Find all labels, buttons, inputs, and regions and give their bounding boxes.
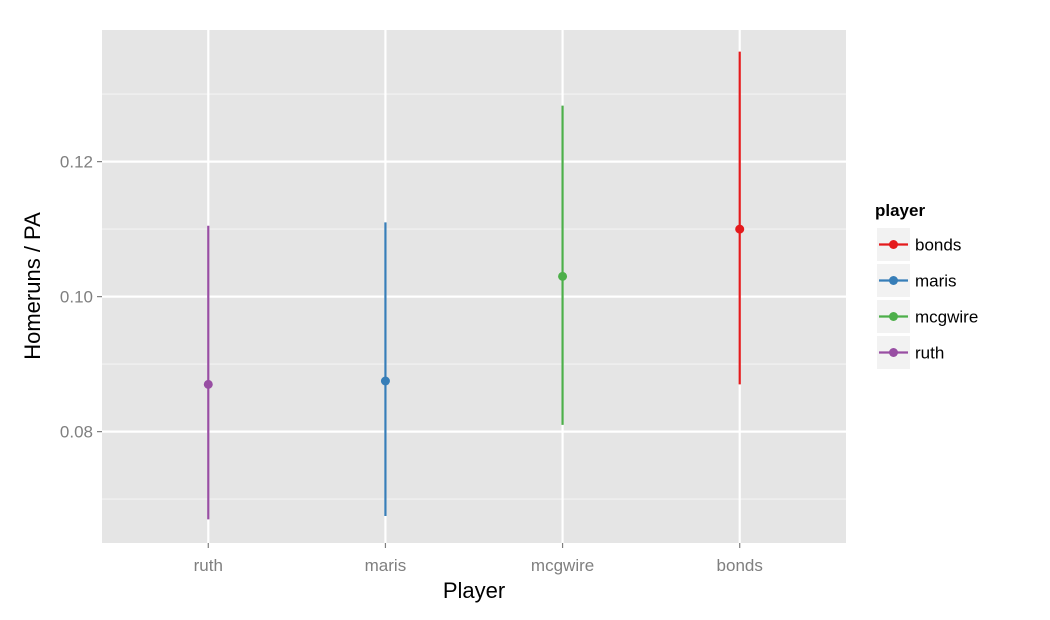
point-maris [380,376,390,386]
legend: player bonds maris mcgwire ruth [875,201,978,369]
plot-panel [102,30,846,543]
legend-label-ruth: ruth [915,344,944,363]
legend-point-bonds [889,240,898,249]
point-mcgwire [558,271,568,281]
data-marks [203,51,745,520]
x-axis-title: Player [443,578,505,603]
x-tick-label: mcgwire [531,556,594,575]
point-ruth [203,379,213,389]
y-tick-label: 0.08 [60,423,93,442]
x-tick-label: maris [365,556,407,575]
legend-point-ruth [889,348,898,357]
legend-label-mcgwire: mcgwire [915,308,978,327]
y-axis-title: Homeruns / PA [20,212,45,360]
legend-point-maris [889,276,898,285]
legend-entries: bonds maris mcgwire ruth [877,228,978,369]
legend-label-bonds: bonds [915,236,961,255]
y-tick-label: 0.10 [60,288,93,307]
y-axis-ticks: 0.08 0.10 0.12 [60,153,102,442]
legend-point-mcgwire [889,312,898,321]
x-axis-ticks: ruth maris mcgwire bonds [194,543,763,575]
legend-title: player [875,201,925,220]
x-tick-label: ruth [194,556,223,575]
x-tick-label: bonds [717,556,763,575]
grid-minor [102,93,846,500]
point-bonds [735,224,745,234]
legend-label-maris: maris [915,272,957,291]
y-tick-label: 0.12 [60,153,93,172]
